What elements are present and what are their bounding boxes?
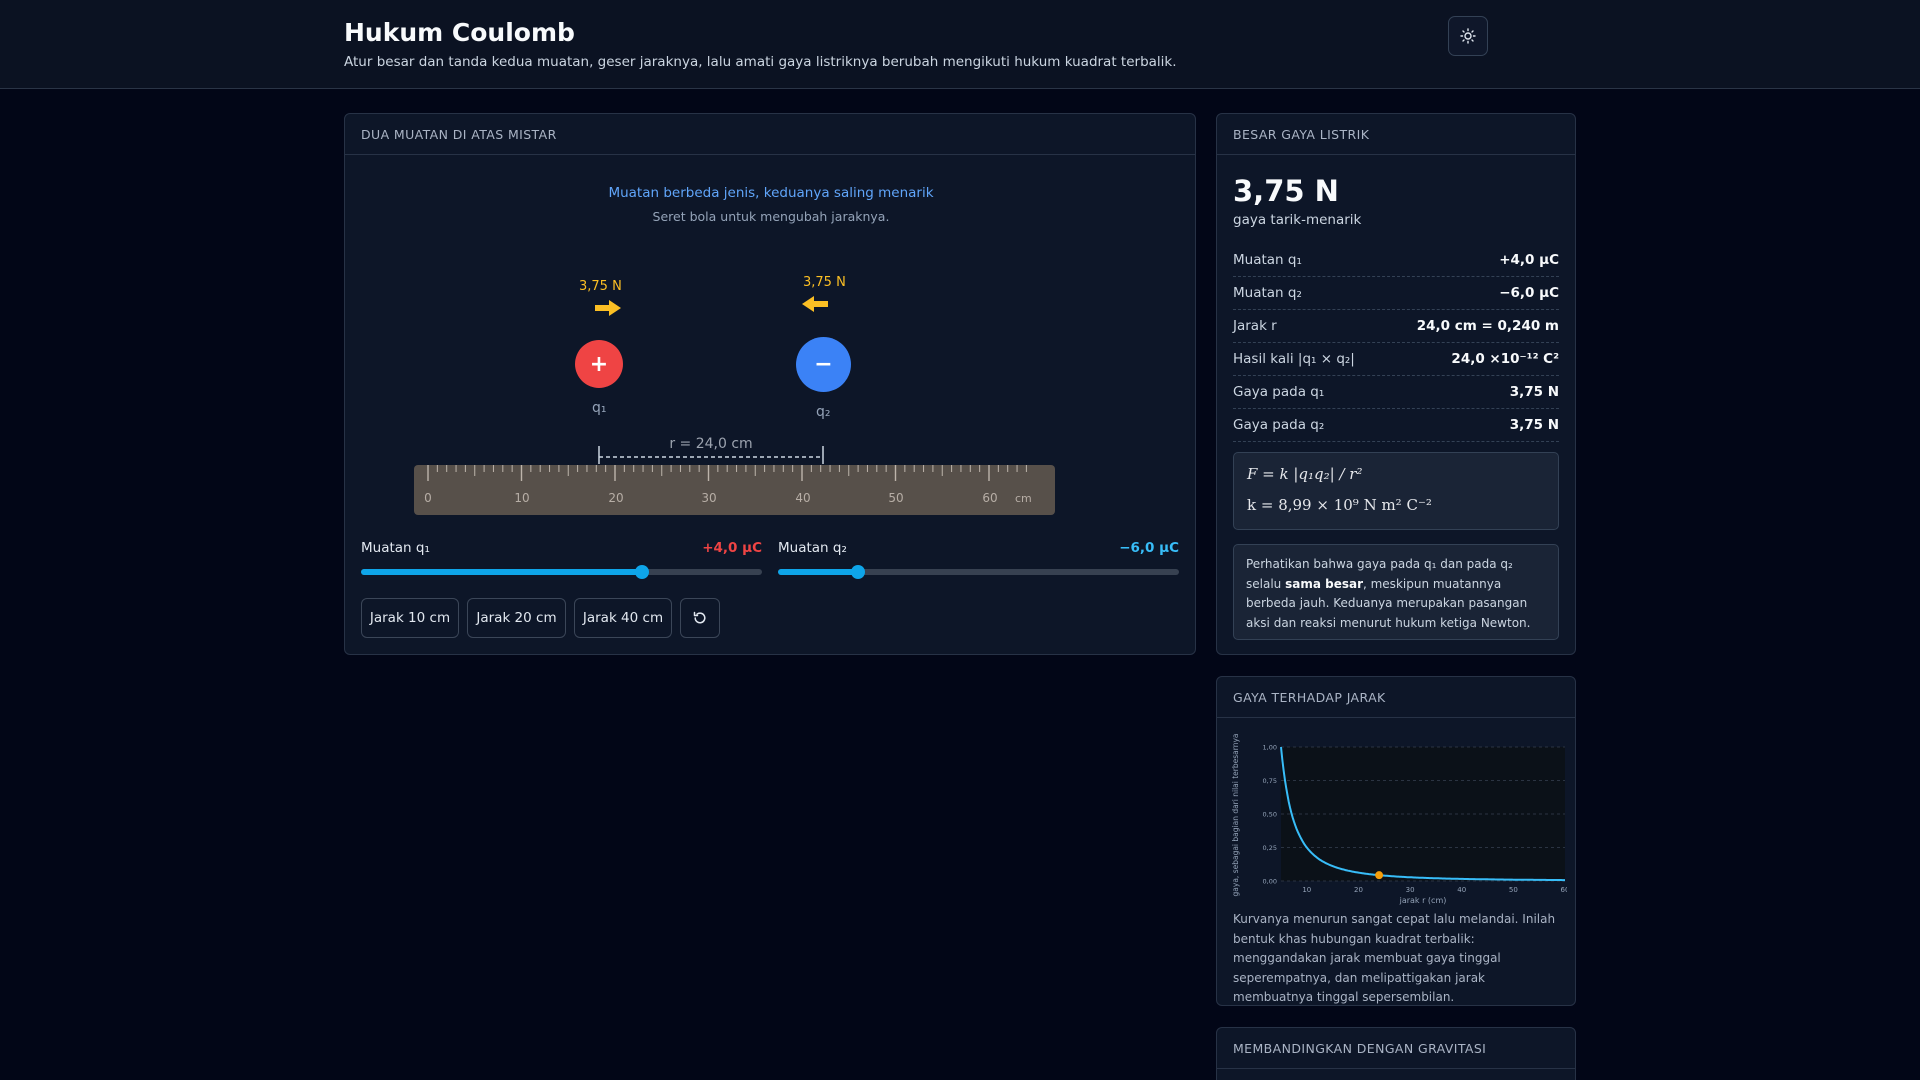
ruler-tick-label-60: 60 [982, 491, 998, 505]
y-tick-label: 1,00 [1263, 744, 1277, 752]
coulomb-formula: F = k |q₁q₂| / r² k = 8,99 × 10⁹ N m² C⁻… [1233, 452, 1559, 530]
charge-q2-ball[interactable]: − [796, 337, 851, 392]
y-tick-label: 0,25 [1263, 844, 1277, 852]
interaction-status: Muatan berbeda jenis, keduanya saling me… [608, 185, 934, 201]
detail-row-q2: Muatan q₂ −6,0 μC [1233, 277, 1559, 310]
detail-value: +4,0 μC [1499, 252, 1559, 268]
charge-q1-ball[interactable]: + [575, 340, 623, 388]
note-text: , meskipun muatannya berbeda jauh. Kedua… [1246, 576, 1531, 630]
slider-q1-label: Muatan q₁ [361, 540, 430, 556]
y-tick-label: 0,00 [1263, 878, 1277, 886]
distance-40cm-button[interactable]: Jarak 40 cm [574, 598, 672, 638]
x-tick-label: 30 [1406, 886, 1415, 894]
ruler: 0 10 20 30 40 50 60 cm [414, 465, 1055, 515]
y-tick-label: 0,50 [1263, 811, 1277, 819]
distance-20cm-button[interactable]: Jarak 20 cm [467, 598, 566, 638]
reset-icon [693, 611, 706, 624]
x-axis-label: jarak r (cm) [1399, 896, 1447, 905]
charge-q2-sign: − [814, 352, 833, 377]
x-tick-label: 60 [1561, 886, 1567, 894]
detail-label: Muatan q₁ [1233, 252, 1302, 268]
slider-q1-fill [361, 569, 642, 575]
detail-label: Gaya pada q₂ [1233, 417, 1325, 433]
detail-row-force-q2: Gaya pada q₂ 3,75 N [1233, 409, 1559, 442]
force-label-q2: 3,75 N [803, 275, 846, 290]
app-header: Hukum Coulomb Atur besar dan tanda kedua… [0, 0, 1920, 89]
note-text: Perhatikan bahwa gaya pada q₁ dan pada q… [1246, 557, 1513, 591]
gravity-card: MEMBANDINGKAN DENGAN GRAVITASI [1216, 1027, 1576, 1080]
detail-row-distance: Jarak r 24,0 cm = 0,240 m [1233, 310, 1559, 343]
note-emphasis: sama besar [1285, 576, 1363, 591]
force-arrow-q2-icon [802, 296, 828, 312]
force-card-title: BESAR GAYA LISTRIK [1217, 114, 1575, 155]
detail-value: 3,75 N [1509, 417, 1559, 433]
ruler-tick-label-50: 50 [888, 491, 904, 505]
current-distance-marker [1375, 871, 1384, 880]
slider-q1[interactable] [361, 565, 762, 579]
page-subtitle: Atur besar dan tanda kedua muatan, geser… [344, 54, 1177, 70]
force-details-table: Muatan q₁ +4,0 μC Muatan q₂ −6,0 μC Jarak … [1233, 244, 1559, 442]
detail-label: Muatan q₂ [1233, 285, 1302, 301]
ruler-tick-label-10: 10 [514, 491, 530, 505]
graph-description: Kurvanya menurun sangat cepat lalu melan… [1233, 912, 1556, 1004]
force-arrow-q1-icon [595, 300, 621, 316]
x-tick-label: 10 [1302, 886, 1311, 894]
reset-button[interactable] [680, 598, 720, 638]
charge-q2-label: q₂ [816, 404, 831, 420]
distance-10cm-button[interactable]: Jarak 10 cm [361, 598, 459, 638]
charge-q1-sign: + [589, 351, 609, 377]
gravity-card-title: MEMBANDINGKAN DENGAN GRAVITASI [1217, 1028, 1575, 1069]
force-distance-chart: 0,00 0,25 0,50 0,75 1,00 10 20 30 40 50 60 jarak … [1231, 734, 1567, 905]
force-label-q1: 3,75 N [579, 279, 622, 294]
x-tick-label: 40 [1457, 886, 1466, 894]
detail-value: −6,0 μC [1499, 285, 1559, 301]
ruler-tick-label-20: 20 [608, 491, 624, 505]
force-curve [1280, 746, 1565, 882]
sun-icon [1460, 28, 1476, 44]
distance-indicator [598, 446, 824, 464]
ruler-unit-label: cm [1015, 492, 1032, 505]
distance-label: r = 24,0 cm [654, 436, 768, 452]
detail-row-force-q1: Gaya pada q₁ 3,75 N [1233, 376, 1559, 409]
detail-value: 24,0 ×10⁻¹² C² [1451, 351, 1559, 367]
formula-force: F = k |q₁q₂| / r² [1247, 465, 1363, 483]
detail-label: Hasil kali |q₁ × q₂| [1233, 351, 1355, 367]
charge-q1-label: q₁ [592, 400, 607, 416]
force-card: BESAR GAYA LISTRIK 3,75 N gaya tarik-men… [1216, 113, 1576, 655]
slider-q2-fill [778, 569, 859, 575]
graph-card: GAYA TERHADAP JARAK 0,00 0,25 0,50 0,75 1,00… [1216, 676, 1576, 1006]
formula-constant: k = 8,99 × 10⁹ N m² C⁻² [1247, 496, 1432, 514]
ruler-tick-label-0: 0 [424, 491, 432, 505]
drag-hint: Seret bola untuk mengubah jaraknya. [652, 209, 890, 224]
detail-value: 24,0 cm = 0,240 m [1416, 318, 1559, 334]
newton-third-law-note: Perhatikan bahwa gaya pada q₁ dan pada q… [1233, 544, 1559, 640]
slider-q2-label: Muatan q₂ [778, 540, 847, 556]
slider-q1-thumb[interactable] [634, 565, 649, 579]
force-value: 3,75 N [1233, 174, 1339, 208]
graph-card-title: GAYA TERHADAP JARAK [1217, 677, 1575, 718]
page-title: Hukum Coulomb [344, 18, 575, 47]
ruler-tick-label-40: 40 [795, 491, 811, 505]
detail-label: Jarak r [1233, 318, 1277, 334]
x-tick-label: 50 [1509, 886, 1518, 894]
ruler-ticks [427, 465, 1027, 481]
detail-row-product: Hasil kali |q₁ × q₂| 24,0 ×10⁻¹² C² [1233, 343, 1559, 376]
slider-q2-thumb[interactable] [851, 565, 866, 579]
force-type: gaya tarik-menarik [1233, 212, 1362, 228]
slider-q2-value: −6,0 μC [1119, 540, 1179, 556]
x-tick-label: 20 [1354, 886, 1363, 894]
ruler-tick-label-30: 30 [701, 491, 717, 505]
detail-value: 3,75 N [1509, 384, 1559, 400]
slider-q1-value: +4,0 μC [702, 540, 762, 556]
simulation-card: DUA MUATAN DI ATAS MISTAR Muatan berbeda… [344, 113, 1196, 655]
theme-toggle-button[interactable] [1448, 16, 1488, 56]
simulation-card-title: DUA MUATAN DI ATAS MISTAR [345, 114, 1195, 155]
detail-row-q1: Muatan q₁ +4,0 μC [1233, 244, 1559, 277]
detail-label: Gaya pada q₁ [1233, 384, 1325, 400]
y-tick-label: 0,75 [1263, 777, 1277, 785]
y-axis-label: gaya, sebagai bagian dari nilai terbesar… [1231, 734, 1240, 897]
slider-q2[interactable] [778, 565, 1179, 579]
